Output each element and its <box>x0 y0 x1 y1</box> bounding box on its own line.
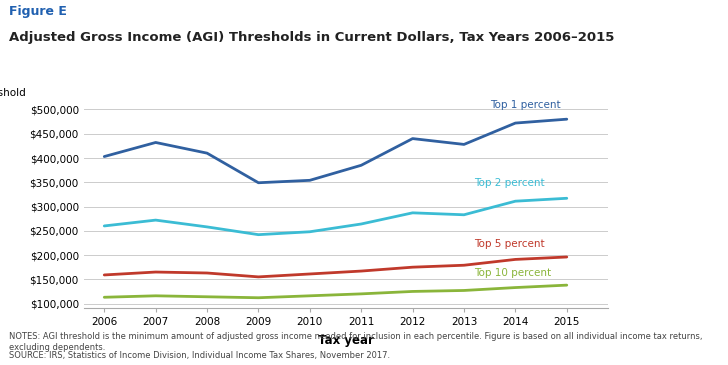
Text: Top 10 percent: Top 10 percent <box>474 268 551 278</box>
Text: Adjusted Gross Income (AGI) Thresholds in Current Dollars, Tax Years 2006–2015: Adjusted Gross Income (AGI) Thresholds i… <box>9 31 614 44</box>
Text: Figure E: Figure E <box>9 5 66 19</box>
Text: Top 2 percent: Top 2 percent <box>474 178 545 188</box>
Y-axis label: AGI threshold: AGI threshold <box>0 88 25 98</box>
Text: NOTES: AGI threshold is the minimum amount of adjusted gross income needed for i: NOTES: AGI threshold is the minimum amou… <box>9 332 703 351</box>
X-axis label: Tax year: Tax year <box>318 334 373 347</box>
Text: SOURCE: IRS, Statistics of Income Division, Individual Income Tax Shares, Novemb: SOURCE: IRS, Statistics of Income Divisi… <box>9 351 390 360</box>
Text: Top 1 percent: Top 1 percent <box>490 100 561 111</box>
Text: Top 5 percent: Top 5 percent <box>474 239 545 249</box>
